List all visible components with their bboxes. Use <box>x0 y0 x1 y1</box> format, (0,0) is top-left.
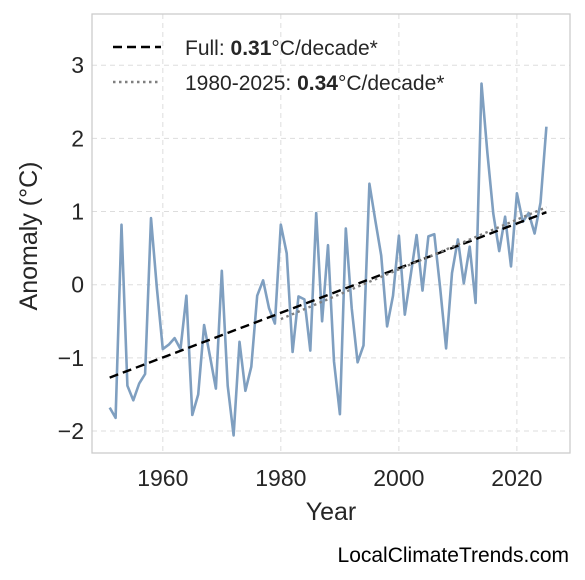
legend: Full: 0.31°C/decade* 1980-2025: 0.34°C/de… <box>113 37 444 95</box>
legend-entry-recent: 1980-2025: 0.34°C/decade* <box>113 72 444 95</box>
x-tick-label: 2020 <box>491 465 542 491</box>
anomaly-series-line <box>108 82 548 437</box>
series-layer <box>108 82 548 437</box>
x-tick-label: 1960 <box>137 465 188 491</box>
x-tick-label: 1980 <box>255 465 306 491</box>
legend-label: Full: 0.31°C/decade* <box>185 37 378 60</box>
watermark: LocalClimateTrends.com <box>337 544 569 567</box>
y-tick-label: 3 <box>71 52 84 78</box>
x-tick-label: 2000 <box>373 465 424 491</box>
y-tick-label: 2 <box>71 125 84 151</box>
legend-label: 1980-2025: 0.34°C/decade* <box>185 72 444 95</box>
x-axis-title: Year <box>306 498 357 526</box>
y-tick-label: 0 <box>71 272 84 298</box>
y-tick-label: 1 <box>71 199 84 225</box>
full-trend-line <box>109 211 547 379</box>
recent-trend-line <box>280 206 547 321</box>
y-axis-title: Anomaly (°C) <box>15 162 43 311</box>
plot-frame <box>91 13 571 454</box>
legend-entry-full: Full: 0.31°C/decade* <box>113 37 378 60</box>
y-tick-label: −2 <box>58 418 84 444</box>
tick-labels: 1960 1980 2000 2020 −2 −1 0 1 2 3 <box>58 52 543 491</box>
y-tick-label: −1 <box>58 345 84 371</box>
